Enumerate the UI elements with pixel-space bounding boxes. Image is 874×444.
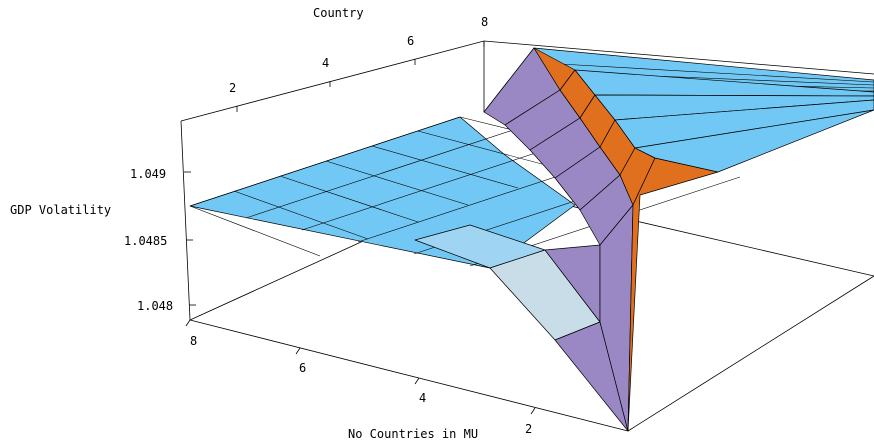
x-tick-label-4: 4 (322, 56, 329, 70)
box-edge-floor-front (189, 319, 629, 432)
surface-mesh (189, 47, 874, 432)
shelf-grid-line (245, 128, 517, 219)
y-axis-title: No Countries in MU (348, 427, 478, 441)
x-tick-label-6: 6 (407, 34, 414, 48)
y-tick-label-2: 2 (525, 422, 532, 436)
surface-facet-top-strip-1 (574, 69, 874, 97)
surface-facet-top-strip-2 (594, 94, 874, 121)
surface-facet-orange-wall-5 (627, 157, 719, 432)
z-tick-label-1048: 1.048 (137, 299, 173, 313)
box-edge-floor-right (627, 275, 874, 432)
shelf-grid-line (325, 160, 469, 206)
x-tick-label-8: 8 (481, 15, 488, 29)
y-tick-mark (295, 347, 301, 355)
shelf-grid-line (279, 175, 419, 223)
shelf-grid-line (301, 140, 573, 231)
x-axis-title: Country (313, 6, 364, 20)
axis-ticks (184, 41, 536, 415)
y-tick-label-6: 6 (299, 361, 306, 375)
shelf-grid-line (371, 145, 519, 189)
y-tick-label-4: 4 (419, 391, 426, 405)
shelf-grid-line (233, 190, 369, 240)
x-tick-label-2: 2 (229, 81, 236, 95)
surface-facet-top-strip-4 (634, 109, 874, 173)
plateau-grid-line (559, 63, 874, 83)
y-tick-mark (530, 407, 536, 415)
surface-facet-top-strip-3 (614, 99, 874, 149)
shelf-grid-line (189, 116, 461, 207)
z-axis-title: GDP Volatility (10, 203, 111, 217)
y-tick-mark (185, 319, 191, 327)
z-tick-label-10485: 1.0485 (124, 234, 167, 248)
shelf-grid-line (189, 205, 321, 257)
y-tick-mark (414, 377, 420, 385)
z-tick-label-1049: 1.049 (130, 167, 166, 181)
box-edge-left-vertical (180, 120, 191, 321)
y-tick-label-8: 8 (190, 334, 197, 348)
